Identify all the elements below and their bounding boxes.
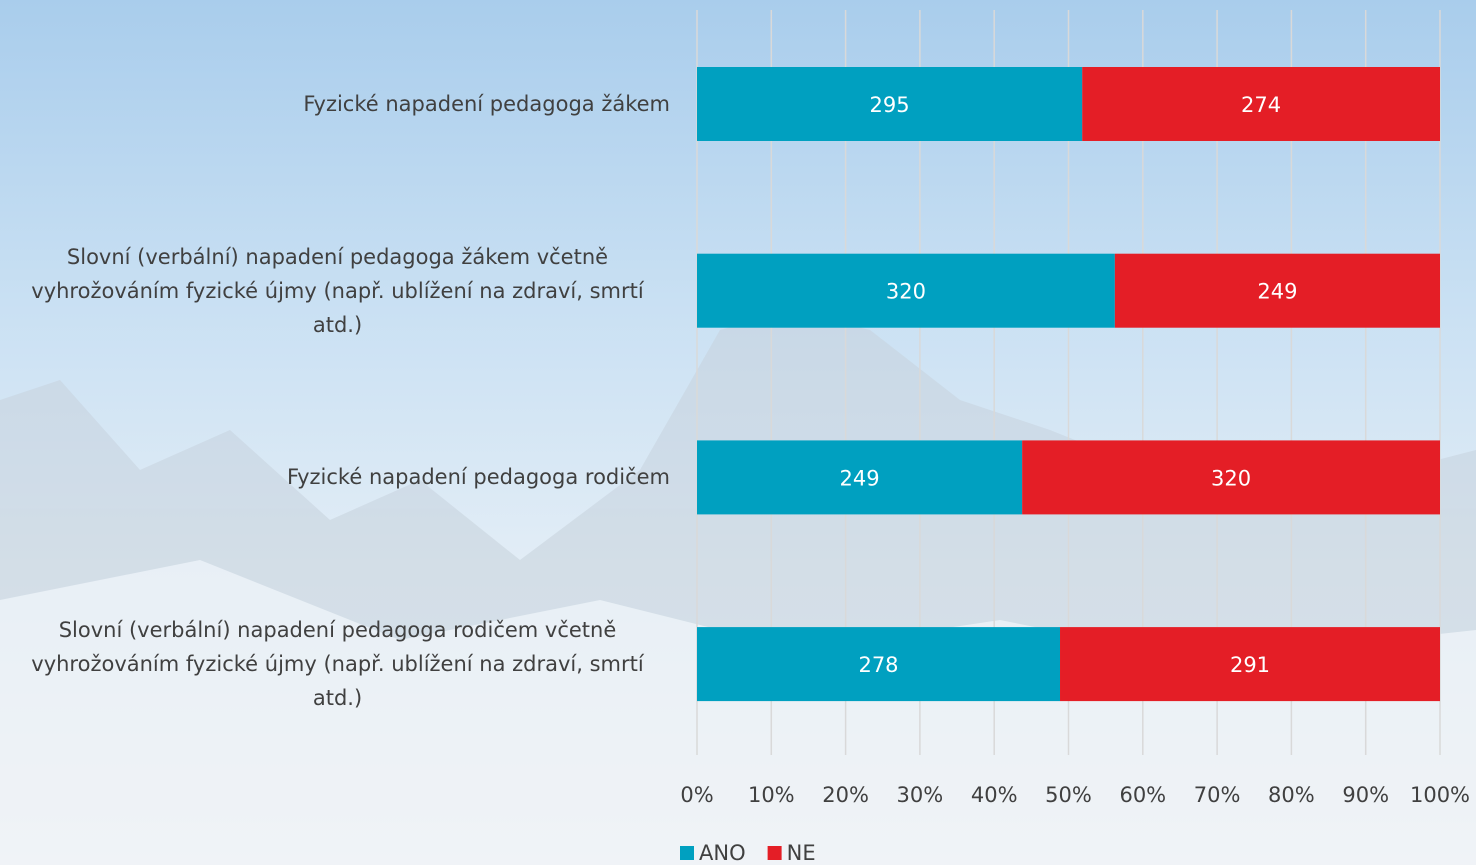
x-tick-label: 60%	[1119, 783, 1166, 807]
data-label: 249	[1257, 280, 1297, 304]
y-tick-label: Fyzické napadení pedagoga žákem	[303, 87, 670, 121]
data-label: 274	[1241, 93, 1281, 117]
category-label-box: Fyzické napadení pedagoga rodičem	[5, 460, 670, 494]
y-tick-label: Slovní (verbální) napadení pedagoga rodi…	[5, 613, 670, 715]
x-tick-label: 0%	[680, 783, 713, 807]
x-tick-label: 70%	[1194, 783, 1241, 807]
category-label-box: Fyzické napadení pedagoga žákem	[5, 87, 670, 121]
background-mountains	[0, 310, 1476, 865]
x-tick-label: 50%	[1045, 783, 1092, 807]
data-label: 278	[858, 653, 898, 677]
x-tick-label: 10%	[748, 783, 795, 807]
legend-label: ANO	[699, 841, 746, 865]
x-tick-label: 20%	[822, 783, 869, 807]
legend-swatch	[680, 846, 694, 860]
data-label: 295	[870, 93, 910, 117]
data-label: 249	[840, 466, 880, 490]
legend-swatch	[768, 846, 782, 860]
x-tick-label: 80%	[1268, 783, 1315, 807]
category-label-box: Slovní (verbální) napadení pedagoga rodi…	[5, 613, 670, 715]
data-label: 291	[1230, 653, 1270, 677]
y-tick-label: Slovní (verbální) napadení pedagoga žáke…	[5, 240, 670, 342]
category-label-box: Slovní (verbální) napadení pedagoga žáke…	[5, 240, 670, 342]
chart-svg: 0% 10% 20% 30% 40% 50% 60% 70% 80% 90% 100% 295 274 3…	[0, 0, 1476, 865]
x-tick-label: 30%	[897, 783, 944, 807]
legend-label: NE	[787, 841, 816, 865]
data-label: 320	[1211, 466, 1251, 490]
x-tick-label: 100%	[1410, 783, 1470, 807]
data-label: 320	[886, 280, 926, 304]
x-tick-label: 40%	[971, 783, 1018, 807]
chart: 0% 10% 20% 30% 40% 50% 60% 70% 80% 90% 100% 295 274 3…	[0, 0, 1476, 865]
x-tick-label: 90%	[1342, 783, 1389, 807]
y-tick-label: Fyzické napadení pedagoga rodičem	[287, 460, 670, 494]
